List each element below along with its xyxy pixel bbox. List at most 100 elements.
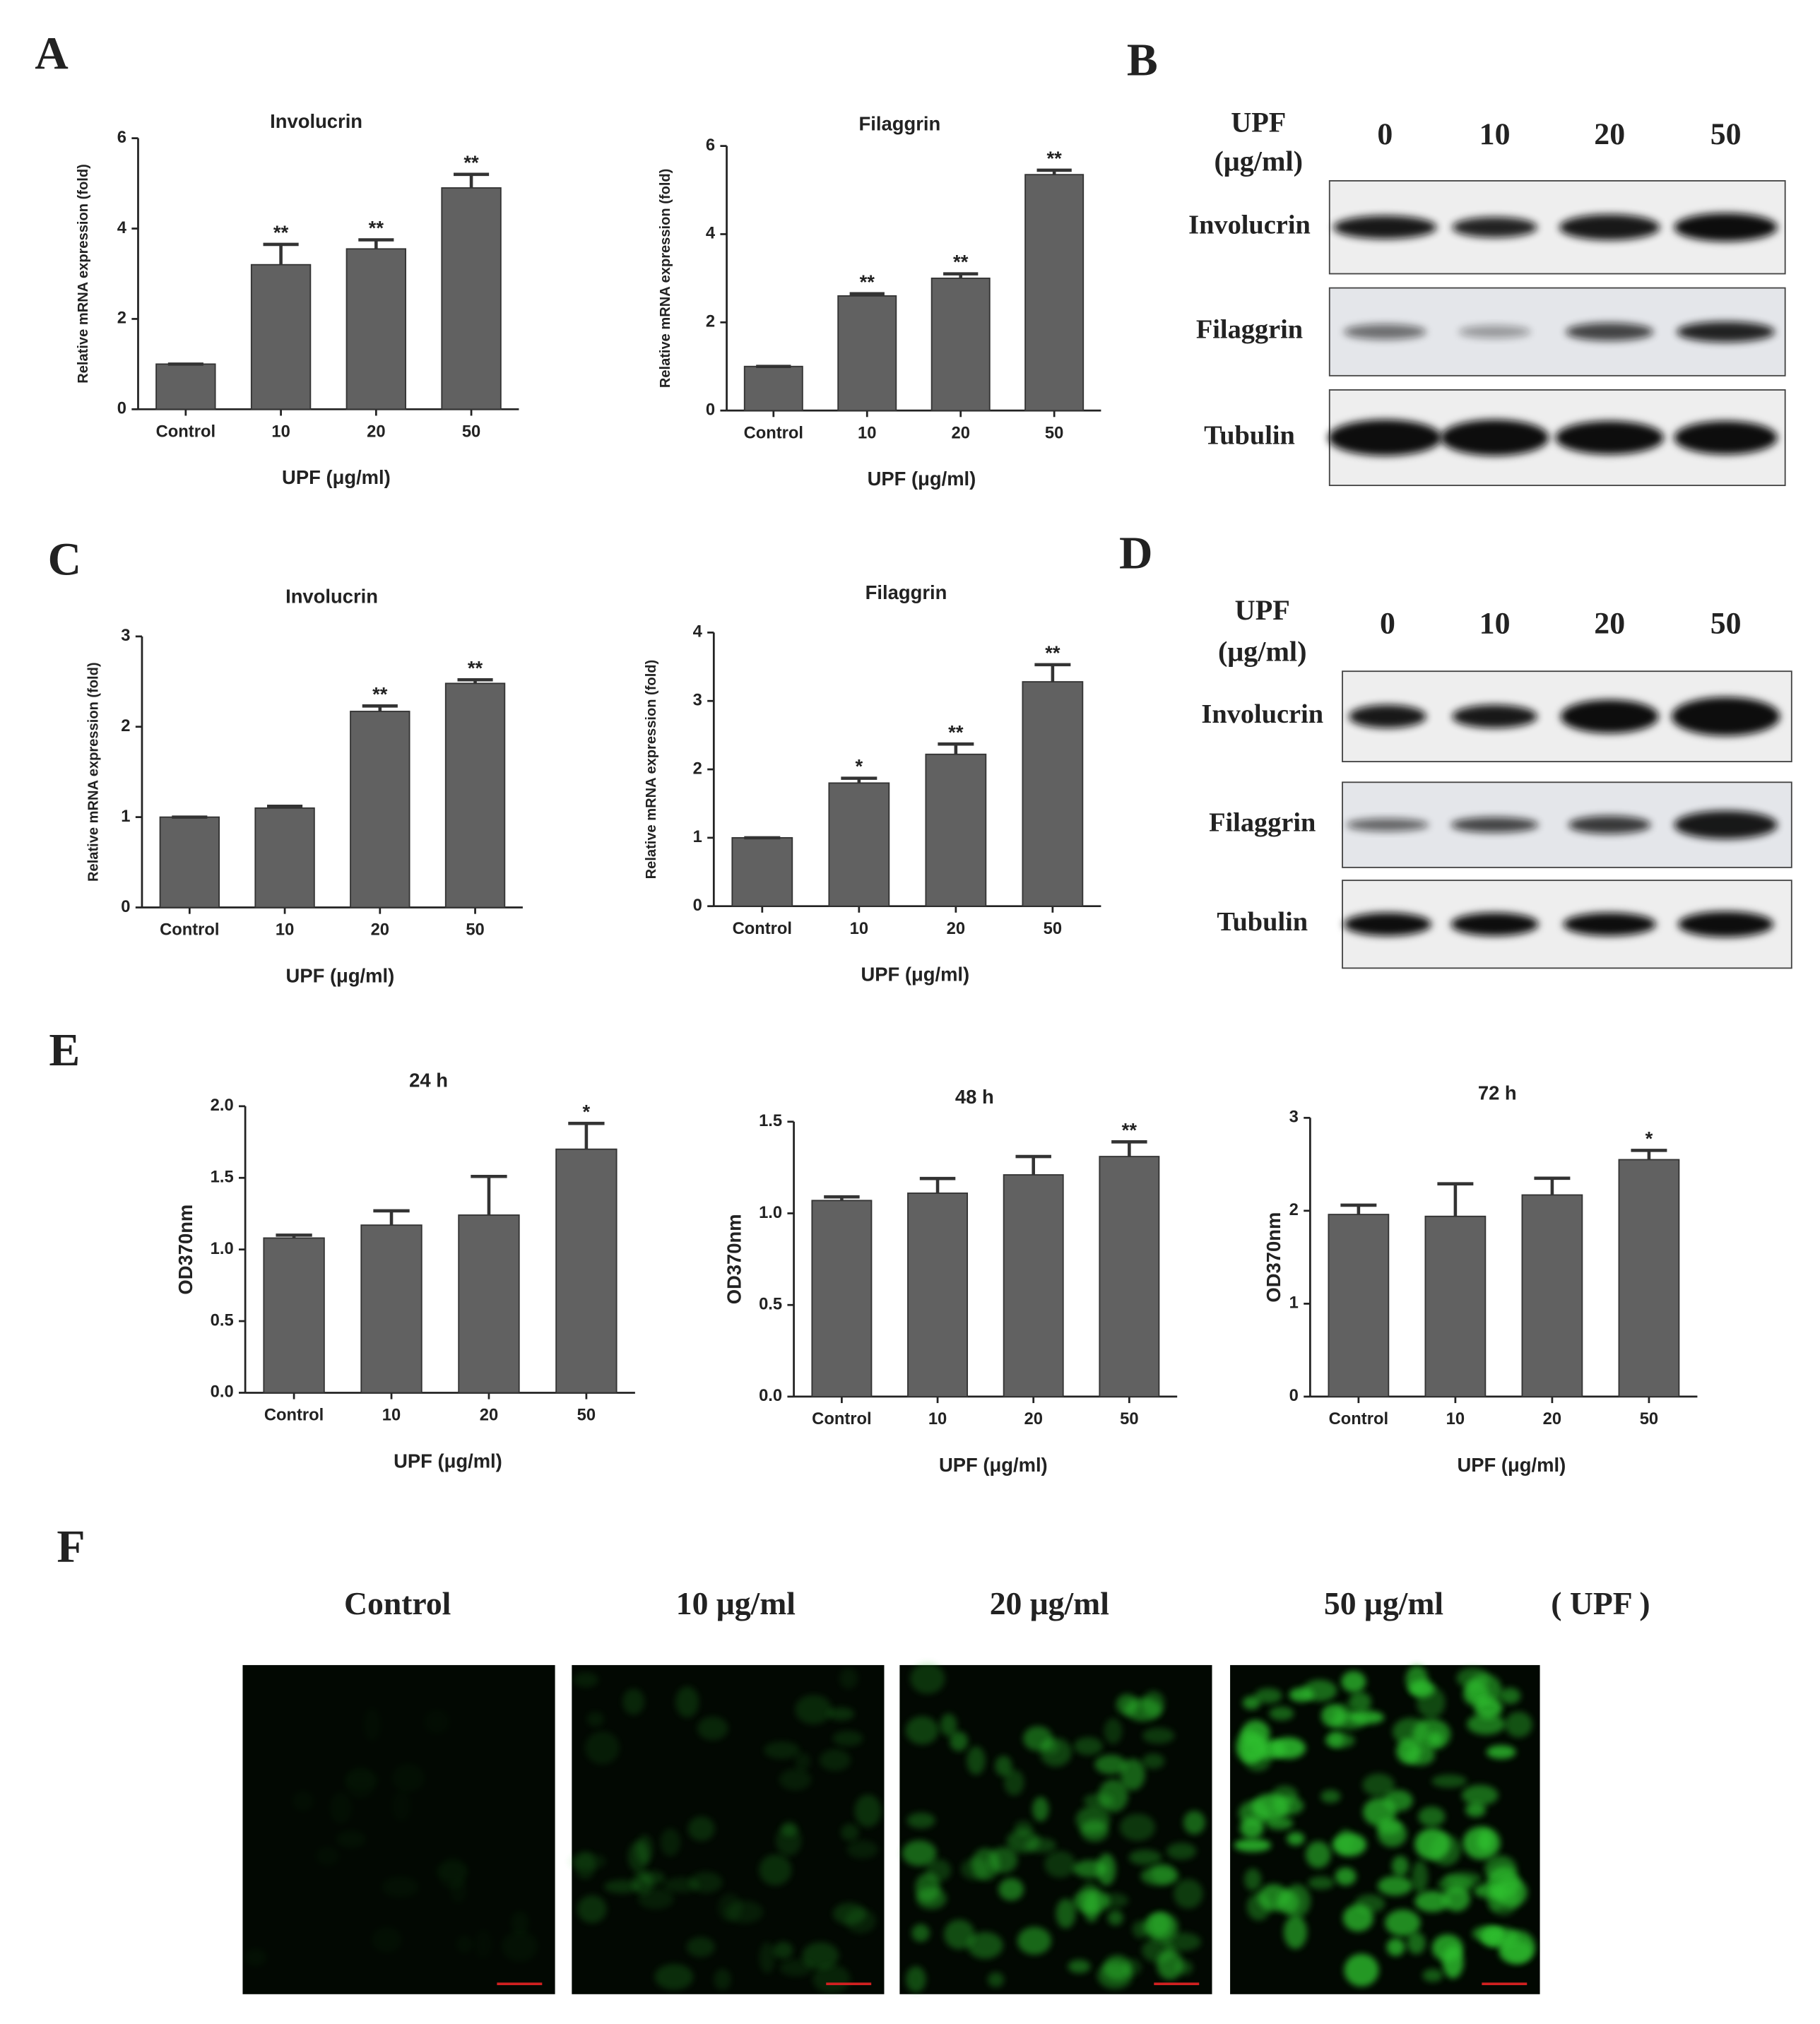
blot-row-label: Involucrin — [1188, 211, 1311, 240]
cell — [988, 1847, 1018, 1874]
cell — [926, 1859, 952, 1882]
bar — [731, 836, 793, 907]
cell — [697, 1716, 728, 1741]
x-tick-label: 20 — [1024, 1409, 1042, 1428]
cell — [1142, 1691, 1165, 1717]
significance: * — [1645, 1128, 1653, 1149]
blot-band — [1674, 420, 1778, 455]
blot-header: UPF — [1235, 594, 1290, 626]
panel-label: B — [1127, 35, 1158, 86]
significance: ** — [372, 683, 388, 705]
blot-band — [1563, 912, 1656, 936]
x-tick-label: 20 — [371, 921, 389, 940]
bar — [444, 682, 506, 909]
cell — [1240, 1817, 1264, 1839]
bar — [441, 187, 502, 410]
x-tick-label: 20 — [951, 423, 969, 442]
cell — [1324, 1733, 1355, 1748]
y-tick-label: 3 — [121, 626, 130, 645]
cell — [1393, 1717, 1429, 1746]
cell — [663, 1877, 700, 1893]
bar — [743, 365, 803, 412]
cell — [1116, 1693, 1139, 1716]
cell — [1377, 1821, 1407, 1847]
cell — [1254, 1688, 1282, 1704]
bar — [930, 277, 991, 412]
cell — [795, 1695, 832, 1724]
cell — [763, 1741, 800, 1759]
cell — [960, 1858, 990, 1881]
bar — [811, 1200, 873, 1397]
cell — [316, 1846, 339, 1866]
cell — [1032, 1797, 1049, 1822]
blot-band — [1450, 817, 1539, 833]
lane-label: 0 — [1377, 117, 1393, 151]
bar — [159, 816, 220, 909]
significance: * — [583, 1101, 591, 1123]
cell — [906, 1966, 926, 1993]
cell — [1270, 1737, 1306, 1759]
cell — [1465, 1802, 1486, 1817]
bar — [837, 295, 897, 412]
cell — [1505, 1711, 1532, 1738]
blot-band — [1560, 699, 1659, 733]
cell — [1467, 1713, 1506, 1735]
cell — [998, 1878, 1024, 1901]
cell — [1289, 1688, 1314, 1703]
bar — [907, 1192, 969, 1397]
cell — [1157, 1949, 1183, 1980]
cell — [622, 1688, 645, 1715]
chart-title: 24 h — [409, 1069, 448, 1091]
cell — [812, 1965, 851, 1994]
blot-row-label: Filaggrin — [1196, 314, 1303, 344]
cell — [627, 1840, 649, 1873]
x-axis-label: UPF (μg/ml) — [394, 1450, 502, 1472]
x-tick-label: Control — [1329, 1409, 1388, 1428]
significance: ** — [860, 271, 875, 292]
y-tick-label: 1 — [1289, 1294, 1299, 1313]
significance: ** — [463, 151, 479, 173]
blot-band — [1555, 420, 1664, 455]
y-tick-label: 3 — [1289, 1108, 1299, 1127]
blot-band — [1450, 912, 1539, 936]
cell — [1377, 1876, 1413, 1896]
cell — [363, 1708, 380, 1741]
cell — [841, 1823, 859, 1841]
cell — [1142, 1727, 1175, 1744]
chart-title: Involucrin — [285, 585, 378, 607]
cell — [795, 1752, 811, 1771]
blot-band — [1671, 697, 1780, 736]
cell — [940, 1713, 957, 1736]
bar — [1022, 681, 1084, 907]
significance: ** — [948, 721, 964, 743]
bar — [555, 1148, 618, 1394]
cell — [779, 1768, 812, 1791]
cell — [1025, 1837, 1057, 1853]
cell — [839, 1667, 858, 1689]
cell — [1391, 1855, 1409, 1876]
cell — [1362, 1773, 1395, 1797]
cell — [1499, 1687, 1521, 1705]
bar — [458, 1214, 520, 1394]
cell — [1004, 1769, 1024, 1796]
cell — [1349, 1691, 1371, 1712]
cell — [1056, 1898, 1076, 1929]
blot-band — [1677, 321, 1775, 343]
cell — [950, 1731, 969, 1751]
y-tick-label: 3 — [693, 690, 702, 709]
blot-row-label: Tubulin — [1217, 907, 1308, 937]
cell — [1068, 1959, 1091, 1974]
cell — [1023, 1726, 1053, 1751]
lane-label: 20 — [1594, 606, 1625, 640]
cell — [1499, 1940, 1532, 1964]
cell — [846, 1840, 878, 1859]
y-tick-label: 1.5 — [759, 1111, 782, 1130]
cell — [372, 1927, 402, 1953]
y-tick-label: 2 — [1289, 1200, 1299, 1219]
cell — [845, 1908, 876, 1934]
chart-title: Involucrin — [270, 110, 362, 132]
significance: ** — [1046, 148, 1062, 170]
y-tick-label: 0 — [121, 897, 130, 916]
lane-label: 50 — [1710, 117, 1742, 151]
